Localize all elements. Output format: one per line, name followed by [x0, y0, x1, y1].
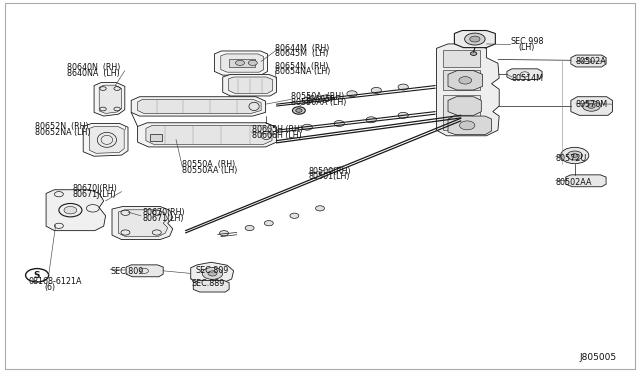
Circle shape — [245, 225, 254, 231]
Polygon shape — [571, 97, 612, 115]
Polygon shape — [454, 31, 495, 48]
Text: 80550A  (RH): 80550A (RH) — [182, 160, 236, 169]
Text: 80654NA (LH): 80654NA (LH) — [275, 67, 331, 76]
Text: (LH): (LH) — [518, 43, 535, 52]
Circle shape — [248, 60, 257, 65]
Text: 80654N  (RH): 80654N (RH) — [275, 62, 329, 71]
Text: 80500(RH): 80500(RH) — [308, 167, 351, 176]
Text: 08168-6121A: 08168-6121A — [29, 277, 83, 286]
Bar — [229, 59, 255, 67]
Circle shape — [290, 213, 299, 218]
Text: SEC.889: SEC.889 — [192, 279, 225, 288]
Text: SEC.809: SEC.809 — [195, 266, 228, 275]
Text: 80645M  (LH): 80645M (LH) — [275, 49, 328, 58]
Circle shape — [561, 147, 589, 164]
Text: 80605H (RH): 80605H (RH) — [252, 125, 303, 134]
Circle shape — [371, 87, 381, 93]
Bar — [443, 70, 480, 90]
Circle shape — [567, 151, 582, 160]
Polygon shape — [191, 262, 234, 284]
Polygon shape — [146, 125, 272, 144]
Circle shape — [208, 271, 217, 276]
Circle shape — [321, 95, 332, 101]
Polygon shape — [448, 116, 492, 135]
Polygon shape — [193, 280, 229, 292]
Text: 80606H (LH): 80606H (LH) — [252, 131, 301, 140]
Circle shape — [459, 77, 472, 84]
Polygon shape — [94, 83, 125, 116]
Text: 80550AA (LH): 80550AA (LH) — [182, 166, 238, 174]
Text: 80644M  (RH): 80644M (RH) — [275, 44, 330, 53]
Polygon shape — [138, 123, 276, 147]
Text: (6): (6) — [45, 283, 56, 292]
Bar — [150, 134, 162, 141]
Circle shape — [366, 117, 376, 123]
Polygon shape — [90, 126, 124, 153]
Text: 80502AA: 80502AA — [556, 178, 592, 187]
Text: 80514M: 80514M — [512, 74, 544, 83]
Polygon shape — [448, 97, 481, 115]
Text: 80671J(LH): 80671J(LH) — [72, 190, 116, 199]
Polygon shape — [131, 97, 266, 116]
Circle shape — [296, 109, 302, 112]
Text: 8640NA  (LH): 8640NA (LH) — [67, 69, 120, 78]
Polygon shape — [571, 55, 606, 67]
Circle shape — [302, 97, 312, 103]
Text: SEC.998: SEC.998 — [511, 37, 544, 46]
Text: 80652N  (RH): 80652N (RH) — [35, 122, 89, 131]
Polygon shape — [214, 51, 268, 75]
Polygon shape — [436, 44, 499, 136]
Circle shape — [470, 52, 477, 55]
Circle shape — [460, 121, 475, 130]
Circle shape — [465, 33, 485, 45]
Polygon shape — [228, 77, 273, 93]
Polygon shape — [46, 190, 106, 231]
Circle shape — [316, 206, 324, 211]
Text: 80671(LH): 80671(LH) — [142, 214, 184, 223]
Polygon shape — [118, 210, 168, 237]
Polygon shape — [99, 85, 122, 113]
Circle shape — [220, 231, 228, 236]
Polygon shape — [112, 206, 173, 240]
Polygon shape — [507, 69, 542, 80]
Circle shape — [398, 112, 408, 118]
Polygon shape — [221, 54, 264, 72]
Circle shape — [470, 36, 480, 42]
Text: 80670J(RH): 80670J(RH) — [72, 185, 117, 193]
Circle shape — [264, 221, 273, 226]
Circle shape — [572, 154, 578, 157]
Bar — [443, 50, 480, 67]
Text: J805005: J805005 — [579, 353, 616, 362]
Circle shape — [64, 206, 77, 214]
Text: 80550AA (LH): 80550AA (LH) — [291, 98, 347, 107]
Text: 80652NA (LH): 80652NA (LH) — [35, 128, 91, 137]
Polygon shape — [448, 71, 483, 90]
Circle shape — [236, 60, 244, 65]
Text: 80572U: 80572U — [556, 154, 587, 163]
Circle shape — [202, 267, 223, 279]
Text: 80502A: 80502A — [576, 57, 607, 66]
Circle shape — [588, 104, 595, 108]
Text: S: S — [34, 271, 40, 280]
Circle shape — [398, 84, 408, 90]
Polygon shape — [83, 124, 128, 156]
Text: SEC.809: SEC.809 — [110, 267, 143, 276]
Text: 80550A  (RH): 80550A (RH) — [291, 92, 344, 101]
Bar — [443, 95, 480, 130]
Text: 80501(LH): 80501(LH) — [308, 172, 350, 181]
Circle shape — [292, 107, 305, 114]
Text: 80605F: 80605F — [305, 95, 335, 104]
Circle shape — [302, 124, 312, 130]
Circle shape — [334, 121, 344, 126]
Circle shape — [582, 101, 600, 111]
Text: 80640N  (RH): 80640N (RH) — [67, 63, 120, 72]
Polygon shape — [126, 265, 163, 277]
Text: 80670(RH): 80670(RH) — [142, 208, 185, 217]
Polygon shape — [566, 175, 606, 187]
Polygon shape — [223, 74, 276, 96]
Circle shape — [347, 91, 357, 97]
Polygon shape — [138, 99, 261, 113]
Text: 80570M: 80570M — [576, 100, 608, 109]
